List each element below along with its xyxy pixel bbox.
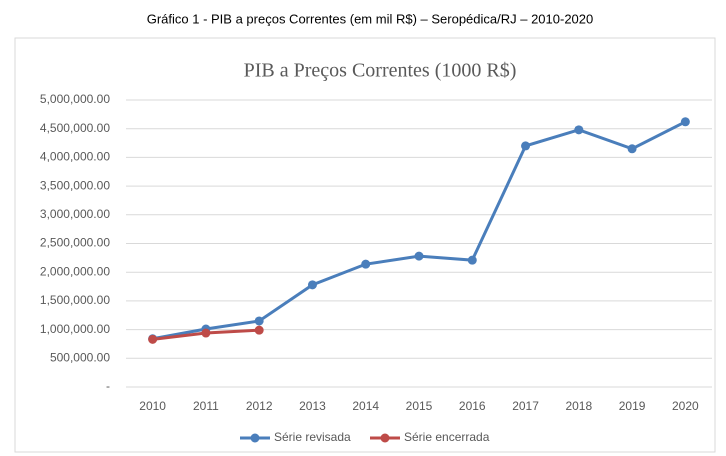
x-tick-label: 2010: [139, 399, 166, 413]
x-tick-label: 2018: [565, 399, 592, 413]
point: [148, 334, 158, 344]
x-tick-label: 2016: [459, 399, 486, 413]
x-tick-label: 2012: [246, 399, 273, 413]
x-tick-label: 2013: [299, 399, 326, 413]
legend-label: Série encerrada: [404, 430, 490, 444]
y-tick-label: 3,500,000.00: [40, 178, 110, 192]
point: [361, 259, 371, 269]
point: [627, 144, 637, 154]
caption: Gráfico 1 - PIB a preços Correntes (em m…: [147, 11, 594, 26]
y-tick-label: 4,500,000.00: [40, 121, 110, 135]
chart-title: PIB a Preços Correntes (1000 R$): [244, 60, 517, 82]
point: [467, 255, 477, 265]
chart-frame: [14, 37, 716, 453]
point: [414, 251, 424, 261]
y-tick-label: 3,000,000.00: [40, 207, 110, 221]
y-tick-label: 2,000,000.00: [40, 264, 110, 278]
x-tick-label: 2011: [193, 399, 219, 413]
point: [574, 125, 584, 135]
y-tick-label: 2,500,000.00: [40, 236, 110, 250]
point: [201, 328, 211, 338]
y-tick-label: 1,500,000.00: [40, 293, 110, 307]
y-tick-label: 4,000,000.00: [40, 150, 110, 164]
point: [254, 325, 264, 335]
point: [521, 141, 531, 151]
point: [680, 117, 690, 127]
legend-label: Série revisada: [274, 430, 351, 444]
legend-marker: [250, 433, 260, 443]
y-tick-label: -: [106, 379, 110, 393]
legend-marker: [380, 433, 390, 443]
y-tick-label: 500,000.00: [50, 350, 110, 364]
point: [307, 280, 317, 290]
x-tick-label: 2015: [406, 399, 433, 413]
point: [254, 316, 264, 326]
x-tick-label: 2017: [512, 399, 539, 413]
y-tick-label: 1,000,000.00: [40, 322, 110, 336]
y-tick-label: 5,000,000.00: [40, 92, 110, 106]
x-tick-label: 2020: [672, 399, 699, 413]
x-tick-label: 2014: [352, 399, 379, 413]
x-tick-label: 2019: [619, 399, 646, 413]
series-line: [152, 120, 687, 341]
